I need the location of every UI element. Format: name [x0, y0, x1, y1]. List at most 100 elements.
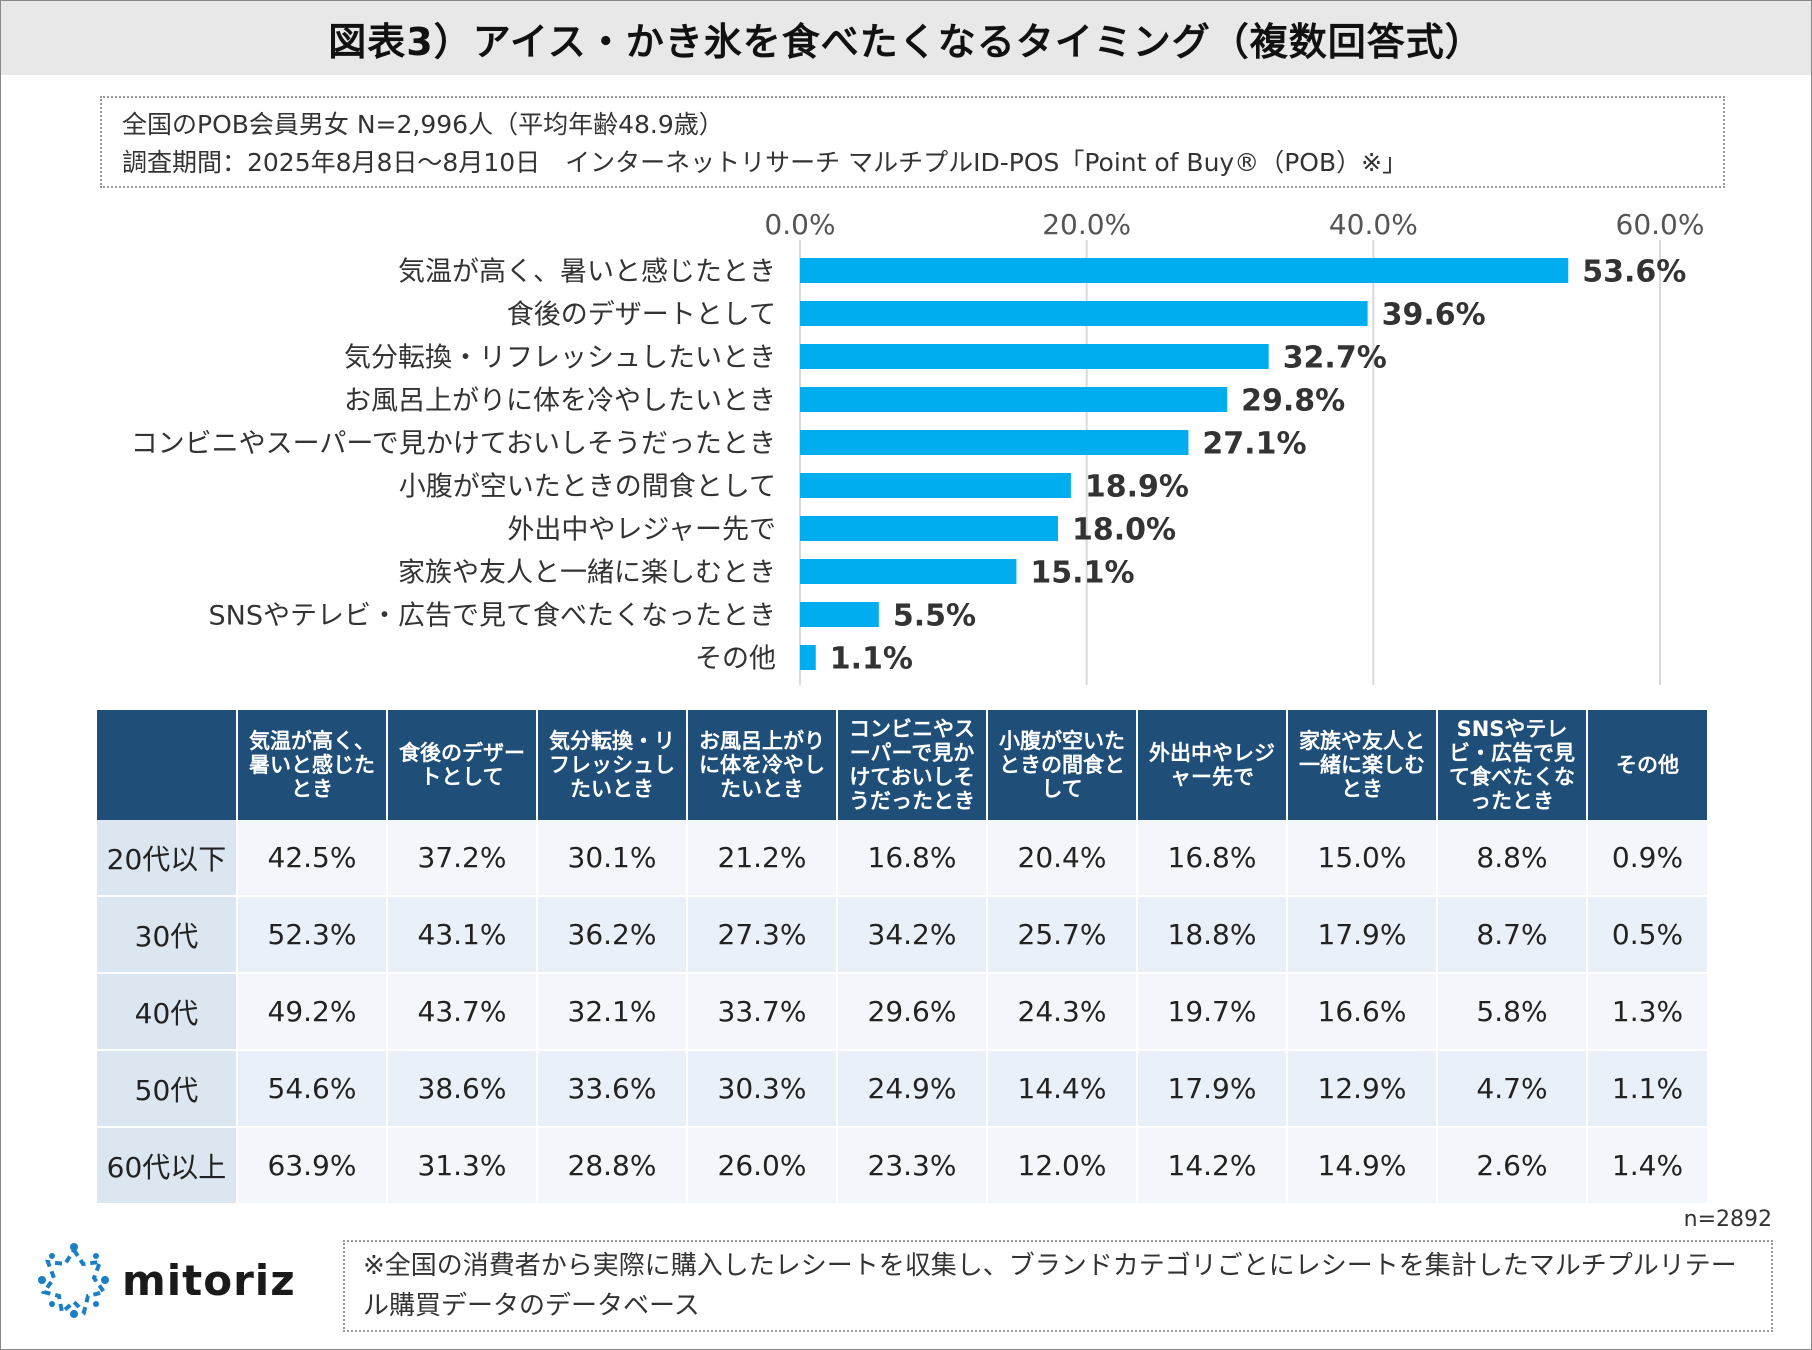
- value-label: 18.9%: [1085, 470, 1189, 505]
- table-cell: 14.4%: [987, 1050, 1138, 1128]
- survey-info-box: 全国のPOB会員男女 N=2,996人（平均年齢48.9歳） 調査期間：2025…: [100, 96, 1725, 188]
- bar: [800, 430, 1189, 455]
- table-cell: 0.9%: [1587, 820, 1707, 897]
- table-cell: 8.8%: [1437, 820, 1588, 897]
- bar-chart: 0.0% 20.0% 40.0% 60.0% 気温が高く、暑いと感じたとき食後のデザー…: [131, 208, 1704, 685]
- logo-text: mitoriz: [122, 1255, 296, 1305]
- table-column-header: その他: [1587, 710, 1707, 820]
- bar: [800, 344, 1269, 369]
- table-row: 50代 54.6% 38.6% 33.6% 30.3% 24.9% 14.4% 17.9% 12…: [97, 1050, 1707, 1128]
- category-label: コンビニやスーパーで見かけておいしそうだったとき: [131, 429, 776, 460]
- x-tick-label: 60.0%: [1616, 208, 1705, 241]
- table-cell: 54.6%: [237, 1050, 388, 1128]
- table-cell: 37.2%: [387, 820, 538, 897]
- table-cell: 30.1%: [537, 820, 688, 897]
- value-label: 1.1%: [830, 642, 913, 677]
- value-label: 29.8%: [1241, 384, 1345, 419]
- table-cell: 21.2%: [687, 820, 838, 897]
- table-row-header: 40代: [97, 973, 238, 1051]
- age-breakdown-table: 気温が高く、暑いと感じたとき 食後のデザートとして 気分転換・リフレッシュしたいとき…: [97, 710, 1707, 1205]
- table-column-header: 食後のデザートとして: [387, 710, 538, 820]
- table-cell: 26.0%: [687, 1127, 838, 1205]
- bar: [800, 516, 1058, 541]
- x-tick-label: 20.0%: [1042, 208, 1131, 241]
- table-cell: 31.3%: [387, 1127, 538, 1205]
- table-cell: 49.2%: [237, 973, 388, 1051]
- bar: [800, 387, 1228, 412]
- value-label: 39.6%: [1382, 298, 1486, 333]
- table-cell: 63.9%: [237, 1127, 388, 1205]
- logo-mark-icon: [38, 1243, 109, 1318]
- category-label: 食後のデザートとして: [507, 300, 776, 331]
- table-column-header: 家族や友人と一緒に楽しむとき: [1287, 710, 1438, 820]
- table-cell: 14.2%: [1137, 1127, 1288, 1205]
- category-labels: 気温が高く、暑いと感じたとき食後のデザートとして気分転換・リフレッシュしたいとき…: [131, 257, 776, 675]
- table-cell: 28.8%: [537, 1127, 688, 1205]
- category-label: その他: [695, 644, 776, 675]
- table-row: 40代 49.2% 43.7% 32.1% 33.7% 29.6% 24.3% 19.7% 16…: [97, 973, 1707, 1051]
- bar: [800, 559, 1017, 584]
- footnote-text: ※全国の消費者から実際に購入したレシートを収集し、ブランドカテゴリごとにレシート…: [363, 1251, 1737, 1321]
- table-cell: 16.8%: [837, 820, 988, 897]
- table-corner-cell: [97, 710, 238, 820]
- table-row-header: 60代以上: [97, 1127, 238, 1205]
- table-row: 30代 52.3% 43.1% 36.2% 27.3% 34.2% 25.7% 18.8% 17…: [97, 896, 1707, 974]
- table-column-header: コンビニやスーパーで見かけておいしそうだったとき: [837, 710, 988, 820]
- table-row: 60代以上 63.9% 31.3% 28.8% 26.0% 23.3% 12.0% 14.2%…: [97, 1127, 1707, 1205]
- table-cell: 24.3%: [987, 973, 1138, 1051]
- category-label: 小腹が空いたときの間食として: [399, 472, 776, 503]
- survey-info-line-1: 全国のPOB会員男女 N=2,996人（平均年齢48.9歳）: [122, 110, 724, 139]
- footnote-box: ※全国の消費者から実際に購入したレシートを収集し、ブランドカテゴリごとにレシート…: [343, 1240, 1773, 1332]
- category-label: 気分転換・リフレッシュしたいとき: [344, 343, 776, 374]
- value-label: 53.6%: [1582, 255, 1686, 290]
- table-cell: 0.5%: [1587, 896, 1707, 974]
- table-cell: 2.6%: [1437, 1127, 1588, 1205]
- table-cell: 12.9%: [1287, 1050, 1438, 1128]
- table-cell: 18.8%: [1137, 896, 1288, 974]
- table-row-header: 30代: [97, 896, 238, 974]
- bars: [800, 258, 1569, 670]
- table-cell: 23.3%: [837, 1127, 988, 1205]
- table-column-header: 気温が高く、暑いと感じたとき: [237, 710, 388, 820]
- x-tick-label: 0.0%: [764, 208, 835, 241]
- table-cell: 12.0%: [987, 1127, 1138, 1205]
- table-header-row: 気温が高く、暑いと感じたとき 食後のデザートとして 気分転換・リフレッシュしたいとき…: [97, 710, 1707, 820]
- category-label: 家族や友人と一緒に楽しむとき: [398, 558, 776, 589]
- category-label: 外出中やレジャー先で: [507, 515, 776, 546]
- bar: [800, 602, 879, 627]
- value-label: 15.1%: [1030, 556, 1134, 591]
- bar: [800, 645, 816, 670]
- table-cell: 16.6%: [1287, 973, 1438, 1051]
- table-cell: 52.3%: [237, 896, 388, 974]
- table-cell: 1.1%: [1587, 1050, 1707, 1128]
- survey-info-line-2: 調査期間：2025年8月8日〜8月10日 インターネットリサーチ マルチプルID…: [122, 148, 1408, 177]
- table-cell: 5.8%: [1437, 973, 1588, 1051]
- table-cell: 4.7%: [1437, 1050, 1588, 1128]
- table-cell: 25.7%: [987, 896, 1138, 974]
- value-labels: 53.6% 39.6% 32.7% 29.8% 27.1% 18.9% 18.0% 15.1%…: [830, 255, 1687, 677]
- value-label: 5.5%: [893, 599, 976, 634]
- table-cell: 8.7%: [1437, 896, 1588, 974]
- table-column-header: お風呂上がりに体を冷やしたいとき: [687, 710, 838, 820]
- category-label: 気温が高く、暑いと感じたとき: [398, 257, 776, 288]
- table-cell: 1.4%: [1587, 1127, 1707, 1205]
- table-column-header: 小腹が空いたときの間食として: [987, 710, 1138, 820]
- value-label: 27.1%: [1202, 427, 1306, 462]
- category-label: お風呂上がりに体を冷やしたいとき: [344, 386, 776, 417]
- x-axis-ticks: 0.0% 20.0% 40.0% 60.0%: [764, 208, 1704, 241]
- table-cell: 33.7%: [687, 973, 838, 1051]
- table-column-header: 気分転換・リフレッシュしたいとき: [537, 710, 688, 820]
- table-cell: 43.7%: [387, 973, 538, 1051]
- table-row: 20代以下 42.5% 37.2% 30.1% 21.2% 16.8% 20.4% 16.8%…: [97, 820, 1707, 897]
- table-cell: 17.9%: [1287, 896, 1438, 974]
- table-cell: 36.2%: [537, 896, 688, 974]
- bar: [800, 258, 1569, 283]
- table-cell: 30.3%: [687, 1050, 838, 1128]
- table-cell: 29.6%: [837, 973, 988, 1051]
- figure-title: 図表3）アイス・かき氷を食べたくなるタイミング（複数回答式）: [1, 1, 1811, 75]
- table-cell: 16.8%: [1137, 820, 1288, 897]
- mitoriz-logo: mitoriz: [36, 1243, 316, 1318]
- table-cell: 20.4%: [987, 820, 1138, 897]
- category-label: SNSやテレビ・広告で見て食べたくなったとき: [209, 601, 776, 632]
- table-cell: 17.9%: [1137, 1050, 1288, 1128]
